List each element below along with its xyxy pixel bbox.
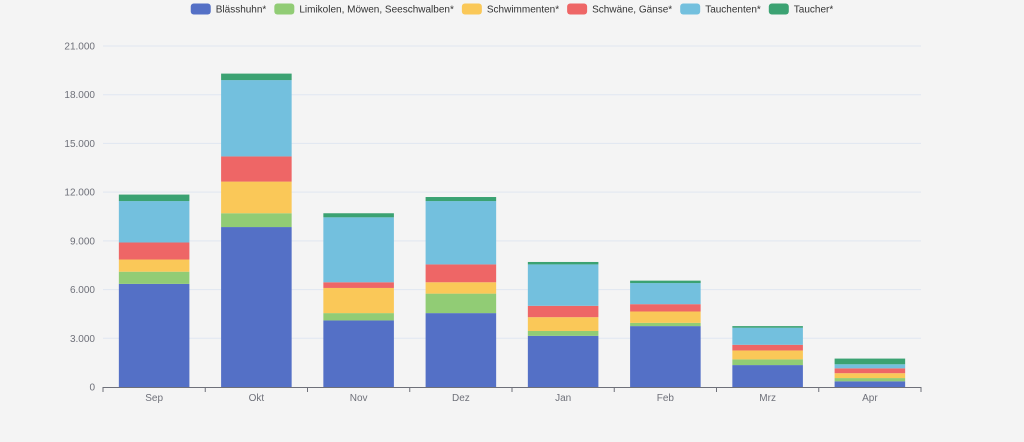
legend: Blässhuhn* Limikolen, Möwen, Seeschwalben… — [190, 3, 834, 16]
bar-segment[interactable] — [118, 242, 190, 260]
x-tick-label: Feb — [657, 393, 675, 404]
x-tick-label: Okt — [249, 393, 265, 404]
bar-segment[interactable] — [527, 305, 599, 318]
legend-item[interactable]: Limikolen, Möwen, Seeschwalben* — [274, 3, 454, 16]
bar-segment[interactable] — [221, 227, 292, 387]
legend-swatch — [768, 3, 789, 15]
y-tick-label: 15.000 — [64, 139, 95, 150]
bar-segment[interactable] — [834, 381, 906, 387]
y-tick-label: 3.000 — [70, 334, 95, 345]
bar-segment[interactable] — [732, 365, 803, 387]
bar-segment[interactable] — [425, 201, 497, 265]
legend-label: Taucher* — [794, 5, 834, 16]
bar-segment[interactable] — [834, 368, 906, 374]
bar-segment[interactable] — [732, 344, 803, 351]
x-tick-label: Mrz — [759, 393, 776, 404]
y-tick-label: 9.000 — [70, 236, 95, 247]
x-tick-label: Jan — [555, 393, 571, 404]
y-tick-label: 21.000 — [64, 42, 95, 53]
bar-segment[interactable] — [630, 304, 701, 312]
bar-segment[interactable] — [425, 313, 497, 387]
bar-segment[interactable] — [630, 322, 701, 327]
x-tick-label: Dez — [452, 393, 470, 404]
legend-item[interactable]: Taucher* — [768, 3, 834, 16]
bar-segment[interactable] — [323, 213, 394, 218]
x-tick-label: Apr — [862, 393, 878, 404]
legend-label: Schwimmenten* — [487, 5, 559, 16]
bar-segment[interactable] — [527, 330, 599, 336]
bar-segment[interactable] — [221, 156, 292, 182]
bar-segment[interactable] — [834, 373, 906, 379]
bar-segment[interactable] — [221, 73, 292, 81]
legend-swatch — [461, 3, 482, 15]
bar-segment[interactable] — [425, 197, 497, 202]
bar-segment[interactable] — [834, 364, 906, 369]
bar-segment[interactable] — [323, 217, 394, 283]
x-tick-label: Sep — [145, 393, 163, 404]
bar-segment[interactable] — [527, 261, 599, 265]
bar-segment[interactable] — [630, 283, 701, 305]
bar-segment[interactable] — [118, 201, 190, 243]
legend-item[interactable]: Tauchenten* — [680, 3, 761, 16]
y-tick-label: 0 — [89, 383, 95, 394]
y-tick-label: 12.000 — [64, 188, 95, 199]
legend-swatch — [680, 3, 701, 15]
bar-segment[interactable] — [323, 313, 394, 321]
bar-segment[interactable] — [630, 326, 701, 387]
legend-swatch — [274, 3, 295, 15]
bar-segment[interactable] — [323, 287, 394, 314]
bar-segment[interactable] — [834, 378, 906, 382]
legend-label: Limikolen, Möwen, Seeschwalben* — [299, 5, 454, 16]
y-tick-label: 6.000 — [70, 285, 95, 296]
y-axis: 0 3.000 6.000 9.000 12.000 15.000 18.000 21.000 — [64, 42, 95, 394]
bar-segment[interactable] — [527, 317, 599, 331]
bar-segment[interactable] — [118, 259, 190, 272]
bar-segment[interactable] — [221, 213, 292, 228]
bar-segment[interactable] — [732, 359, 803, 366]
legend-label: Blässhuhn* — [216, 5, 267, 16]
legend-item[interactable]: Schwimmenten* — [461, 3, 559, 16]
bar-segment[interactable] — [323, 282, 394, 288]
bar-segment[interactable] — [118, 283, 190, 387]
bar-segment[interactable] — [425, 282, 497, 294]
legend-swatch — [190, 3, 211, 15]
bar-segment[interactable] — [732, 327, 803, 345]
bar-segment[interactable] — [425, 293, 497, 314]
legend-swatch — [567, 3, 588, 15]
bar-segment[interactable] — [630, 280, 701, 284]
bar-segment[interactable] — [834, 358, 906, 365]
legend-label: Tauchenten* — [705, 5, 761, 16]
bar-segment[interactable] — [630, 311, 701, 323]
legend-item[interactable]: Schwäne, Gänse* — [567, 3, 672, 16]
bar-segment[interactable] — [732, 326, 803, 328]
bar-segment[interactable] — [221, 181, 292, 214]
x-axis: Sep Okt Nov Dez Jan Feb Mrz Apr — [102, 387, 922, 404]
bar-segment[interactable] — [118, 271, 190, 284]
x-tick-label: Nov — [350, 393, 368, 404]
bar-segment[interactable] — [527, 335, 599, 387]
legend-label: Schwäne, Gänse* — [592, 5, 672, 16]
bar-segment[interactable] — [732, 350, 803, 360]
bar-segment[interactable] — [527, 264, 599, 306]
bar-segment[interactable] — [118, 194, 190, 202]
bar-segment[interactable] — [323, 320, 394, 387]
bar-segment[interactable] — [425, 264, 497, 283]
legend-item[interactable]: Blässhuhn* — [190, 3, 267, 16]
bars — [118, 73, 906, 387]
bar-segment[interactable] — [221, 80, 292, 157]
y-tick-label: 18.000 — [64, 90, 95, 101]
